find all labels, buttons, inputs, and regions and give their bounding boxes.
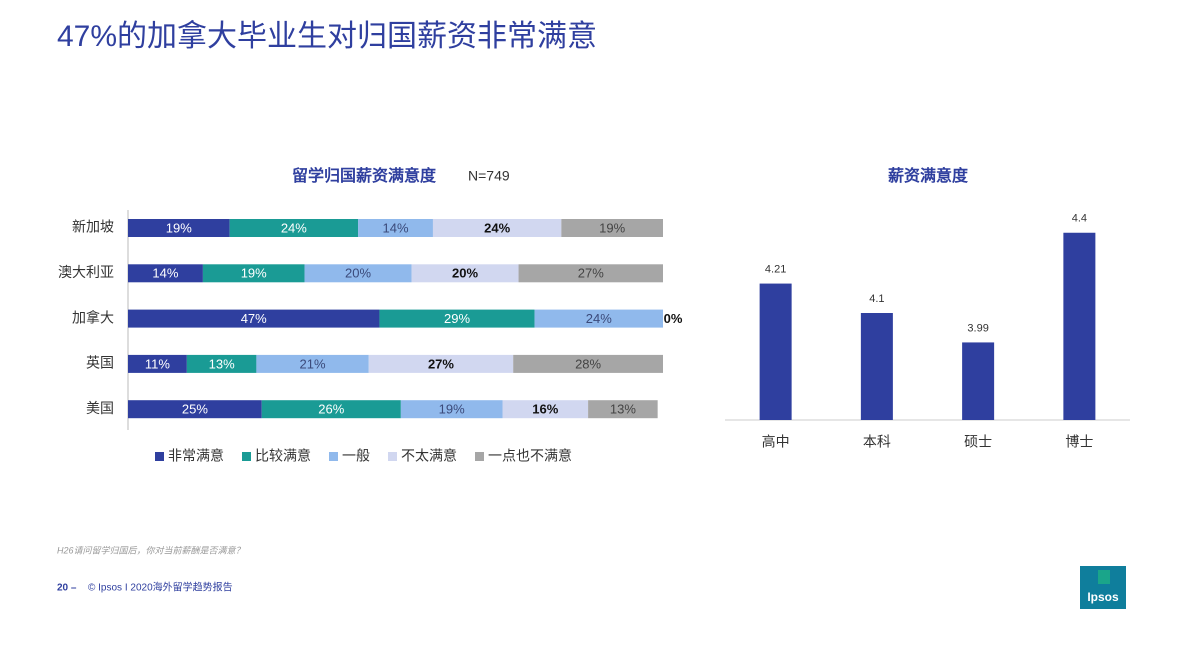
legend-label: 非常满意 bbox=[168, 448, 224, 464]
chart-title: 留学归国薪资满意度 bbox=[292, 166, 437, 185]
bar-segment bbox=[588, 400, 658, 419]
data-label: 4.21 bbox=[765, 263, 786, 275]
data-label: 14% bbox=[152, 266, 178, 281]
data-label: 24% bbox=[281, 220, 307, 235]
bar bbox=[759, 283, 792, 420]
bar bbox=[962, 342, 995, 420]
legend-swatch bbox=[155, 452, 164, 461]
y-tick-label: 美国 bbox=[86, 400, 114, 416]
data-label: 4.1 bbox=[869, 293, 884, 305]
bar-segment bbox=[400, 400, 503, 419]
data-label: 27% bbox=[578, 266, 604, 281]
bar-segment bbox=[358, 219, 433, 237]
y-tick-label: 加拿大 bbox=[72, 309, 114, 325]
bar-segment bbox=[432, 219, 562, 237]
bar-segment bbox=[229, 219, 359, 237]
data-label: 0% bbox=[664, 311, 683, 326]
data-label: 19% bbox=[439, 402, 465, 417]
bar-segment bbox=[513, 354, 663, 373]
data-label: 20% bbox=[345, 266, 371, 281]
legend-label: 不太满意 bbox=[401, 448, 457, 464]
data-label: 14% bbox=[382, 220, 408, 235]
bar-segment bbox=[261, 400, 401, 419]
data-label: 24% bbox=[586, 311, 612, 326]
data-label: 11% bbox=[145, 356, 170, 371]
bar-segment bbox=[502, 400, 589, 419]
logo-shape bbox=[1098, 570, 1110, 584]
x-tick-label: 博士 bbox=[1065, 434, 1093, 450]
data-label: 27% bbox=[428, 356, 454, 371]
chart-title: 薪资满意度 bbox=[888, 166, 969, 185]
bar-segment bbox=[128, 219, 230, 237]
bar-segment bbox=[379, 309, 535, 328]
x-tick-label: 本科 bbox=[863, 434, 891, 450]
bar-segment bbox=[561, 219, 663, 237]
data-label: 24% bbox=[484, 220, 510, 235]
data-label: 13% bbox=[610, 402, 636, 417]
bar-segment bbox=[256, 354, 369, 373]
data-label: 19% bbox=[241, 266, 267, 281]
bar-segment bbox=[128, 400, 262, 419]
data-label: 28% bbox=[575, 356, 601, 371]
x-tick-label: 硕士 bbox=[964, 434, 992, 450]
bar-segment bbox=[304, 264, 412, 283]
data-label: 21% bbox=[300, 356, 326, 371]
page-number: 20 – bbox=[57, 583, 77, 594]
bar-segment bbox=[534, 309, 663, 328]
bar-segment bbox=[368, 354, 514, 373]
data-label: 47% bbox=[241, 311, 267, 326]
bar bbox=[860, 313, 893, 420]
slide-title: 47%的加拿大毕业生对归国薪资非常满意 bbox=[57, 20, 597, 53]
bar-segment bbox=[128, 264, 203, 283]
legend-label: 比较满意 bbox=[255, 448, 311, 464]
footer: © Ipsos I 2020海外留学趋势报告 bbox=[88, 581, 233, 594]
legend-label: 一般 bbox=[342, 448, 370, 464]
data-label: 3.99 bbox=[967, 322, 988, 334]
chart-subtitle: N=749 bbox=[468, 168, 510, 184]
legend-swatch bbox=[329, 452, 338, 461]
bar bbox=[1063, 232, 1096, 420]
data-label: 26% bbox=[318, 402, 344, 417]
data-label: 4.4 bbox=[1072, 213, 1087, 225]
data-label: 25% bbox=[182, 402, 208, 417]
bar-segment bbox=[518, 264, 663, 283]
bar-segment bbox=[202, 264, 305, 283]
bar-segment bbox=[411, 264, 519, 283]
y-tick-label: 澳大利亚 bbox=[58, 264, 114, 280]
bar-segment bbox=[128, 354, 187, 373]
y-tick-label: 英国 bbox=[86, 355, 114, 371]
x-tick-label: 高中 bbox=[762, 434, 790, 450]
data-label: 16% bbox=[532, 402, 558, 417]
legend-swatch bbox=[475, 452, 484, 461]
data-label: 13% bbox=[209, 356, 235, 371]
logo-text: Ipsos bbox=[1087, 590, 1119, 604]
footnote: H26请问留学归国后，你对当前薪酬是否满意？ bbox=[57, 545, 245, 555]
data-label: 19% bbox=[166, 220, 192, 235]
legend-swatch bbox=[388, 452, 397, 461]
legend-swatch bbox=[242, 452, 251, 461]
data-label: 20% bbox=[452, 266, 478, 281]
data-label: 19% bbox=[599, 220, 625, 235]
legend-label: 一点也不满意 bbox=[488, 448, 572, 464]
data-label: 29% bbox=[444, 311, 470, 326]
bar-segment bbox=[128, 309, 380, 328]
bar-segment bbox=[186, 354, 257, 373]
y-tick-label: 新加坡 bbox=[72, 219, 114, 235]
